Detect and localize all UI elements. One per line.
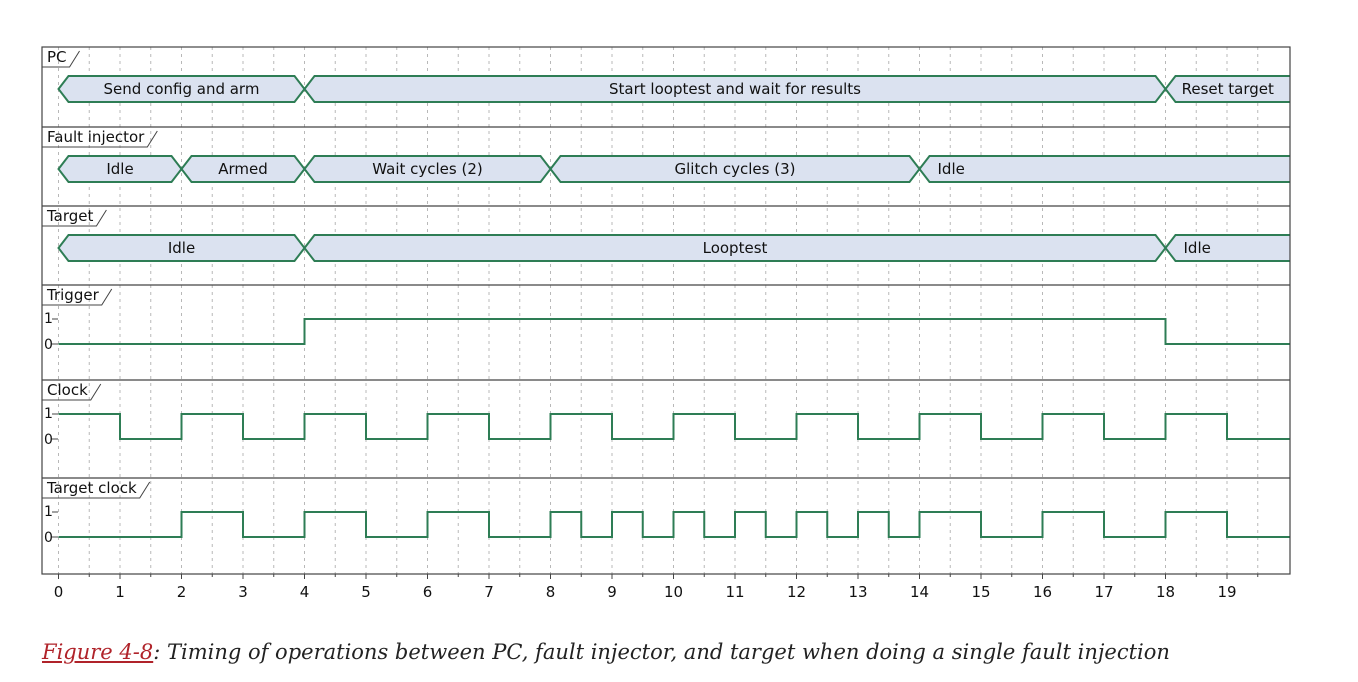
waveform: [58, 318, 1290, 345]
diagram-frame: [41, 46, 1291, 575]
axis-tick-label: 8: [546, 583, 556, 601]
lane-clock: Clock 1 0: [42, 379, 1290, 448]
axis-tick-label: 2: [177, 583, 187, 601]
bus-segment-label: Idle: [168, 239, 195, 257]
lane-target: Target Idle Looptest Idle: [42, 205, 1290, 262]
bus-segment-label: Idle: [1184, 239, 1211, 257]
axis-tick-label: 0: [54, 583, 64, 601]
lane-label: Clock: [47, 381, 88, 399]
lane-label: Fault injector: [47, 128, 145, 146]
lanes: PC Send config and arm Start looptest and …: [42, 48, 1290, 546]
lane-label-tab: [42, 50, 80, 68]
lane-label: Target: [46, 207, 94, 225]
bus-segment: [550, 156, 920, 182]
bus-segment-outline: [918, 155, 1290, 183]
lane-label: Trigger: [46, 286, 100, 304]
axis-tick-label: 10: [664, 583, 683, 601]
axis-tick-label: 11: [725, 583, 744, 601]
lane-label-tab: [42, 383, 102, 401]
bus-segment-outline: [1164, 234, 1290, 262]
timing-diagram: PC Send config and arm Start looptest and …: [41, 46, 1291, 601]
level-low-label: 0: [44, 337, 53, 353]
lane-label-tab: [42, 130, 158, 148]
bus-segment-label: Looptest: [703, 239, 768, 257]
axis-tick-label: 9: [607, 583, 617, 601]
lane-label-tab: [42, 481, 151, 499]
bus-segment: [1165, 235, 1290, 261]
axis-tick-label: 1: [115, 583, 125, 601]
bus-segment: [181, 156, 305, 182]
figure-reference-link[interactable]: Figure 4-8: [42, 640, 154, 664]
caption-text: : Timing of operations between PC, fault…: [153, 640, 1170, 664]
lane-pc: PC Send config and arm Start looptest and …: [42, 48, 1290, 103]
bus-segment: [1165, 76, 1290, 102]
axis-tick-label: 12: [787, 583, 806, 601]
lane-label: PC: [47, 48, 67, 66]
level-high-label: 1: [44, 504, 53, 520]
lane-label-tab: [42, 209, 107, 227]
bus-segment: [919, 156, 1290, 182]
bus-segment: [304, 156, 551, 182]
axis-tick-label: 18: [1156, 583, 1175, 601]
level-low-label: 0: [44, 530, 53, 546]
figure-caption: Figure 4-8: Timing of operations between…: [42, 640, 1332, 664]
lane-trigger: Trigger 1 0: [42, 284, 1290, 353]
axis-tick-label: 16: [1033, 583, 1052, 601]
lane-fault-injector: Fault injector Idle Armed Wait cycles (2) Gl…: [42, 126, 1290, 183]
level-high-label: 1: [44, 311, 53, 327]
bus-segment: [58, 235, 305, 261]
axis-tick-label: 15: [971, 583, 990, 601]
axis-tick-label: 17: [1094, 583, 1113, 601]
bus-segment-label: Send config and arm: [104, 80, 260, 98]
bus-segment-outline: [1164, 75, 1290, 103]
axis-tick-label: 4: [300, 583, 310, 601]
grid-lines: [58, 47, 1259, 574]
bus-segment: [58, 156, 182, 182]
axis-tick-label: 19: [1217, 583, 1236, 601]
bus-segment-label: Start looptest and wait for results: [609, 80, 861, 98]
bus-segment: [304, 235, 1166, 261]
lane-target-clock: Target clock 1 0: [42, 477, 1290, 546]
axis-tick-label: 3: [238, 583, 248, 601]
bus-segment-label: Reset target: [1182, 80, 1274, 98]
waveform: [58, 413, 1290, 440]
bus-segment-label: Idle: [106, 160, 133, 178]
bus-segment-label: Armed: [218, 160, 268, 178]
lane-label-tab: [42, 288, 113, 306]
bus-segment: [58, 76, 305, 102]
bus-segment-label: Glitch cycles (3): [675, 160, 796, 178]
axis-tick-label: 6: [423, 583, 433, 601]
time-axis: 0 1 2 3 4 5 6 7 8 9 10 11 12 13 14 15 16 17 18 19: [54, 574, 1259, 601]
level-low-label: 0: [44, 432, 53, 448]
bus-segment: [304, 76, 1166, 102]
level-high-label: 1: [44, 406, 53, 422]
axis-tick-label: 13: [848, 583, 867, 601]
axis-tick-label: 14: [910, 583, 929, 601]
axis-tick-label: 5: [361, 583, 371, 601]
lane-label: Target clock: [46, 479, 137, 497]
bus-segment-label: Wait cycles (2): [372, 160, 482, 178]
bus-segment-label: Idle: [938, 160, 965, 178]
axis-tick-label: 7: [484, 583, 494, 601]
waveform: [58, 511, 1290, 538]
